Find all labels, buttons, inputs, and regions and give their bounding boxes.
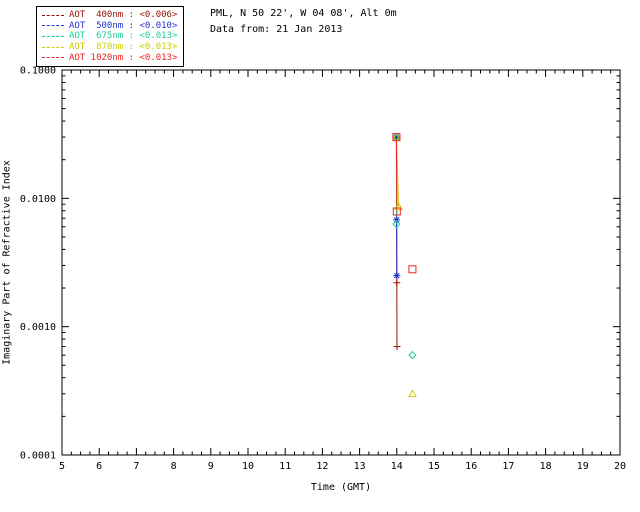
x-tick-label: 14 xyxy=(391,461,403,472)
data-marker-triangle xyxy=(392,132,401,141)
x-tick-label: 18 xyxy=(540,461,552,472)
x-tick-label: 17 xyxy=(502,461,514,472)
station-info: PML, N 50 22', W 04 08', Alt 0m xyxy=(210,8,397,19)
x-tick-label: 5 xyxy=(59,461,65,472)
data-date: Data from: 21 Jan 2013 xyxy=(210,24,343,35)
x-tick-label: 19 xyxy=(577,461,589,472)
x-tick-label: 15 xyxy=(428,461,440,472)
legend-label: AOT 675nm : <0.013> xyxy=(69,31,178,42)
legend-line-sample xyxy=(42,25,64,27)
legend-label: AOT 400nm : <0.006> xyxy=(69,10,178,21)
x-tick-label: 9 xyxy=(208,461,214,472)
legend-line-sample xyxy=(42,57,64,59)
legend-label: AOT 870nm : <0.013> xyxy=(69,42,178,53)
x-tick-label: 13 xyxy=(354,461,366,472)
x-tick-label: 7 xyxy=(133,461,139,472)
data-marker-asterisk xyxy=(393,272,401,280)
legend-item: AOT 675nm : <0.013> xyxy=(42,31,177,42)
x-axis-label: Time (GMT) xyxy=(310,482,372,493)
y-tick-label: 0.0010 xyxy=(20,322,56,333)
x-tick-label: 10 xyxy=(242,461,254,472)
y-tick-label: 0.1000 xyxy=(20,66,56,77)
y-tick-label: 0.0001 xyxy=(20,451,56,462)
x-tick-label: 8 xyxy=(171,461,177,472)
legend-item: AOT 500nm : <0.010> xyxy=(42,21,177,32)
legend-item: AOT 400nm : <0.006> xyxy=(42,10,177,21)
data-marker-triangle xyxy=(394,202,404,211)
data-marker-triangle xyxy=(408,389,417,398)
legend-line-sample xyxy=(42,46,64,48)
legend-box: AOT 400nm : <0.006> AOT 500nm : <0.010> AO… xyxy=(36,6,185,67)
x-tick-label: 12 xyxy=(316,461,328,472)
x-tick-label: 16 xyxy=(465,461,477,472)
data-marker-plus xyxy=(393,279,401,287)
x-tick-label: 20 xyxy=(614,461,626,472)
x-tick-label: 11 xyxy=(279,461,291,472)
plot-header: PML, N 50 22', W 04 08', Alt 0m Data fro… xyxy=(210,6,397,38)
legend-item: AOT 870nm : <0.013> xyxy=(42,42,177,53)
data-marker-diamond xyxy=(392,219,401,229)
x-tick-label: 6 xyxy=(96,461,102,472)
plot-frame xyxy=(61,69,621,456)
legend-item: AOT 1020nm : <0.013> xyxy=(42,52,177,63)
data-marker-square xyxy=(408,265,417,274)
data-marker-square xyxy=(392,133,401,142)
y-tick-label: 0.0100 xyxy=(20,194,56,205)
legend-line-sample xyxy=(42,35,64,37)
data-marker-plus xyxy=(393,343,401,351)
y-axis-label: Imaginary Part of Refractive Index xyxy=(1,160,13,365)
legend-label: AOT 1020nm : <0.013> xyxy=(69,52,178,63)
legend-label: AOT 500nm : <0.010> xyxy=(69,20,178,31)
data-marker-square xyxy=(392,207,401,216)
data-marker-diamond xyxy=(408,350,417,360)
legend-line-sample xyxy=(42,14,64,16)
